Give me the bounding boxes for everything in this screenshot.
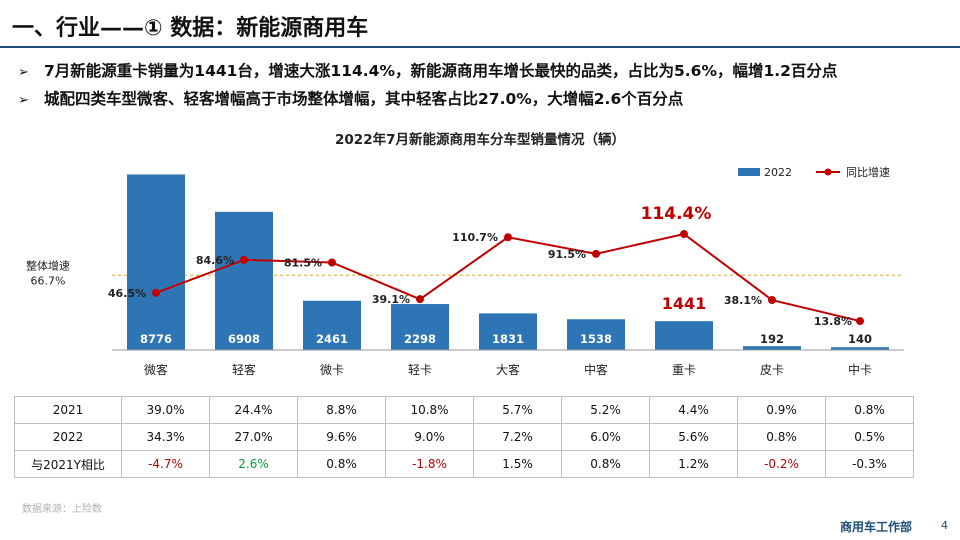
row-label: 与2021Y相比 bbox=[14, 450, 122, 478]
bar-value-label: 2298 bbox=[404, 332, 436, 346]
growth-point-中卡 bbox=[856, 317, 864, 326]
category-label: 轻客 bbox=[232, 362, 256, 377]
data-source: 数据来源：上险数 bbox=[22, 504, 102, 515]
highlight-growth-label: 114.4% bbox=[641, 204, 712, 224]
bar-中客 bbox=[567, 319, 625, 350]
share-table: 2021 39.0% 24.4% 8.8% 10.8% 5.7% 5.2% 4.4% 0.9% 0… bbox=[14, 396, 914, 478]
category-label: 微客 bbox=[144, 362, 168, 377]
bar-value-label: 8776 bbox=[140, 332, 172, 346]
arrow-bullet-icon: ➢ bbox=[18, 93, 29, 108]
table-cell: 7.2% bbox=[473, 423, 562, 451]
page-number: 4 bbox=[941, 519, 948, 532]
legend-label-2022: 2022 bbox=[764, 166, 792, 179]
table-cell: 6.0% bbox=[561, 423, 650, 451]
highlight-bar-value-label: 1441 bbox=[662, 294, 707, 313]
table-cell: 10.8% bbox=[385, 396, 474, 424]
table-row: 2021 39.0% 24.4% 8.8% 10.8% 5.7% 5.2% 4.4% 0.9% 0… bbox=[14, 396, 914, 424]
growth-point-轻客 bbox=[240, 255, 248, 264]
bullet-item: ➢ 城配四类车型微客、轻客增幅高于市场整体增幅，其中轻客占比27.0%，大增幅2.… bbox=[18, 86, 837, 114]
growth-label: 81.5% bbox=[284, 257, 322, 270]
table-cell: 0.5% bbox=[825, 423, 914, 451]
bar-微卡 bbox=[303, 300, 361, 350]
growth-label: 39.1% bbox=[372, 293, 410, 306]
table-cell: 5.6% bbox=[649, 423, 738, 451]
table-cell: -1.8% bbox=[385, 450, 474, 478]
growth-point-中客 bbox=[592, 249, 600, 258]
growth-point-皮卡 bbox=[768, 296, 776, 305]
table-cell: 9.6% bbox=[297, 423, 386, 451]
growth-point-重卡 bbox=[680, 230, 688, 239]
legend-label-growth: 同比增速 bbox=[846, 165, 890, 179]
bar-皮卡 bbox=[743, 346, 801, 350]
page-title: 一、行业——① 数据：新能源商用车 bbox=[12, 16, 369, 41]
bullet-text: 7月新能源重卡销量为1441台，增速大涨114.4%，新能源商用车增长最快的品类… bbox=[44, 62, 838, 80]
legend-swatch-2022 bbox=[738, 168, 760, 176]
table-cell: -4.7% bbox=[121, 450, 210, 478]
bar-轻卡 bbox=[391, 304, 449, 350]
table-cell: 0.8% bbox=[561, 450, 650, 478]
growth-point-轻卡 bbox=[416, 295, 424, 304]
chart-title: 2022年7月新能源商用车分车型销量情况（辆） bbox=[335, 131, 625, 148]
category-label: 中卡 bbox=[848, 362, 872, 377]
title-divider bbox=[0, 46, 960, 48]
table-cell: 24.4% bbox=[209, 396, 298, 424]
bar-value-label: 192 bbox=[760, 332, 784, 346]
growth-point-微客 bbox=[152, 288, 160, 297]
category-label: 大客 bbox=[496, 362, 520, 377]
growth-label: 46.5% bbox=[108, 287, 146, 300]
row-label: 2021 bbox=[14, 396, 122, 424]
table-cell: -0.2% bbox=[737, 450, 826, 478]
table-cell: 1.2% bbox=[649, 450, 738, 478]
bar-重卡 bbox=[655, 321, 713, 350]
table-cell: 0.8% bbox=[825, 396, 914, 424]
bar-value-label: 6908 bbox=[228, 332, 260, 346]
table-row: 2022 34.3% 27.0% 9.6% 9.0% 7.2% 6.0% 5.6% 0.8% 0.… bbox=[14, 423, 914, 451]
bar-中卡 bbox=[831, 347, 889, 350]
bar-value-label: 1831 bbox=[492, 332, 524, 346]
table-cell: 9.0% bbox=[385, 423, 474, 451]
growth-point-大客 bbox=[504, 233, 512, 242]
growth-label: 91.5% bbox=[548, 248, 586, 261]
table-cell: 27.0% bbox=[209, 423, 298, 451]
growth-point-微卡 bbox=[328, 258, 336, 267]
bar-轻客 bbox=[215, 211, 273, 350]
bar-微客 bbox=[127, 174, 185, 350]
table-cell: 8.8% bbox=[297, 396, 386, 424]
sales-chart: 2022年7月新能源商用车分车型销量情况（辆） 整体增速 66.7% 8776 6908… bbox=[26, 131, 904, 377]
growth-label: 84.6% bbox=[196, 254, 234, 267]
growth-label: 110.7% bbox=[452, 231, 498, 244]
category-label: 中客 bbox=[584, 362, 608, 377]
table-cell: 2.6% bbox=[209, 450, 298, 478]
growth-label: 38.1% bbox=[724, 294, 762, 307]
bullet-item: ➢ 7月新能源重卡销量为1441台，增速大涨114.4%，新能源商用车增长最快的品… bbox=[18, 58, 837, 86]
bar-value-label: 1538 bbox=[580, 332, 612, 346]
bar-大客 bbox=[479, 313, 537, 350]
table-cell: 5.7% bbox=[473, 396, 562, 424]
table-cell: 5.2% bbox=[561, 396, 650, 424]
reference-value: 66.7% bbox=[31, 274, 66, 287]
table-cell: 4.4% bbox=[649, 396, 738, 424]
table-cell: 39.0% bbox=[121, 396, 210, 424]
category-label: 重卡 bbox=[672, 363, 696, 377]
category-label: 皮卡 bbox=[760, 363, 784, 377]
legend-marker-growth bbox=[824, 168, 832, 176]
category-label: 轻卡 bbox=[408, 363, 432, 377]
bullet-text: 城配四类车型微客、轻客增幅高于市场整体增幅，其中轻客占比27.0%，大增幅2.6… bbox=[44, 90, 684, 108]
bar-value-label: 140 bbox=[848, 332, 872, 346]
table-cell: -0.3% bbox=[825, 450, 914, 478]
table-cell: 0.8% bbox=[297, 450, 386, 478]
bar-value-label: 2461 bbox=[316, 332, 348, 346]
table-row: 与2021Y相比 -4.7% 2.6% 0.8% -1.8% 1.5% 0.8% 1.2% -0… bbox=[14, 450, 914, 478]
table-cell: 0.8% bbox=[737, 423, 826, 451]
bullet-list: ➢ 7月新能源重卡销量为1441台，增速大涨114.4%，新能源商用车增长最快的品… bbox=[18, 58, 837, 114]
table-cell: 1.5% bbox=[473, 450, 562, 478]
table-cell: 0.9% bbox=[737, 396, 826, 424]
table-cell: 34.3% bbox=[121, 423, 210, 451]
growth-label: 13.8% bbox=[814, 315, 852, 328]
row-label: 2022 bbox=[14, 423, 122, 451]
arrow-bullet-icon: ➢ bbox=[18, 65, 29, 80]
department-label: 商用车工作部 bbox=[839, 520, 912, 534]
category-label: 微卡 bbox=[320, 363, 344, 377]
reference-label: 整体增速 bbox=[26, 258, 70, 272]
